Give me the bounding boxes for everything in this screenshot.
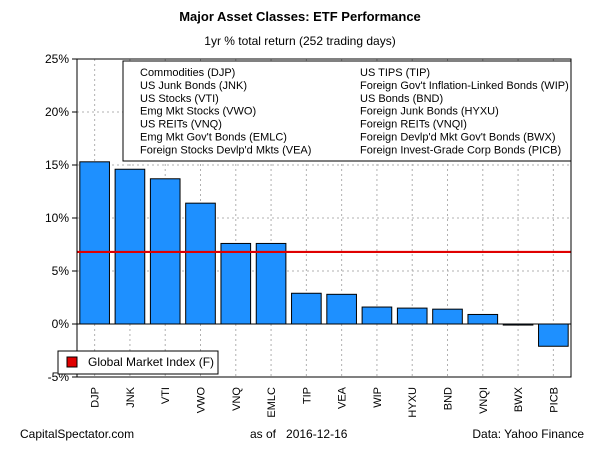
y-tick-label: 20% — [45, 105, 69, 119]
bar — [255, 242, 287, 325]
bar — [291, 292, 322, 325]
legend-entry: US TIPS (TIP) — [360, 67, 430, 79]
x-tick-label: BWX — [513, 386, 525, 412]
bar — [396, 307, 428, 325]
legend-entry: Foreign Devlp'd Mkt Gov't Bonds (BWX) — [360, 132, 556, 144]
legend-entry: US Stocks (VTI) — [140, 93, 219, 105]
legend-entry: Foreign Invest-Grade Corp Bonds (PICB) — [360, 144, 561, 156]
footer-site: CapitalSpectator.com — [20, 427, 135, 441]
x-tick-label: BND — [443, 387, 455, 410]
y-tick-label: 15% — [45, 158, 69, 172]
x-tick-label: EMLC — [266, 387, 278, 418]
x-tick-label: PICB — [548, 387, 560, 413]
x-tick-label: JNK — [125, 386, 137, 407]
y-tick-label: 25% — [45, 52, 69, 66]
x-tick-label: VNQ — [231, 387, 243, 411]
legend-entry: Foreign Gov't Inflation-Linked Bonds (WI… — [360, 80, 569, 92]
axes: -5%0%5%10%15%20%25%DJP JNK VTI VWO VNQ EMLC TI… — [45, 52, 572, 418]
y-tick-label: 10% — [45, 211, 69, 225]
bar — [79, 161, 110, 325]
footer-source: Data: Yahoo Finance — [472, 427, 584, 441]
x-tick-label: DJP — [90, 387, 102, 408]
reference-legend-label: Global Market Index (F) — [88, 355, 214, 369]
legend-entry: US REITs (VNQ) — [140, 119, 222, 131]
y-tick-label: 0% — [52, 317, 70, 331]
legend-box — [122, 60, 572, 162]
bar — [361, 306, 393, 325]
x-tick-label: TIP — [301, 387, 313, 404]
bar — [220, 242, 252, 325]
x-tick-label: VEA — [337, 386, 349, 409]
legend-entry: Emg Mkt Stocks (VWO) — [140, 106, 256, 118]
y-tick-label: 5% — [52, 264, 70, 278]
legend: Commodities (DJP)US Junk Bonds (JNK)US S… — [57, 60, 572, 375]
x-tick-label: VWO — [196, 387, 208, 414]
x-tick-label: VTI — [160, 387, 172, 404]
bar — [326, 293, 357, 325]
footer-date: as of 2016-12-16 — [250, 427, 347, 441]
legend-entry: Emg Mkt Gov't Bonds (EMLC) — [140, 132, 287, 144]
legend-entry: US Bonds (BND) — [360, 93, 443, 105]
reference-legend-box — [57, 350, 219, 375]
x-tick-label: WIP — [372, 387, 384, 408]
plot-frame — [76, 58, 572, 378]
bar — [432, 308, 463, 325]
chart-subtitle: 1yr % total return (252 trading days) — [204, 34, 396, 48]
x-tick-label: VNQI — [478, 387, 490, 414]
reference-legend-swatch — [66, 356, 78, 368]
legend-entry: Foreign Stocks Devlp'd Mkts (VEA) — [140, 144, 311, 156]
chart-title: Major Asset Classes: ETF Performance — [179, 9, 421, 24]
bar — [114, 168, 146, 325]
bars — [77, 161, 571, 347]
legend-entry: US Junk Bonds (JNK) — [140, 80, 247, 92]
footer-date-value: 2016-12-16 — [286, 427, 348, 441]
bar — [538, 323, 569, 347]
footer-as-of-label: as of — [250, 427, 277, 441]
legend-entry: Foreign REITs (VNQI) — [360, 119, 467, 131]
legend-entry: Commodities (DJP) — [140, 67, 235, 79]
legend-entry: Foreign Junk Bonds (HYXU) — [360, 106, 499, 118]
bar — [185, 202, 216, 325]
bar — [467, 313, 499, 325]
x-tick-label: HYXU — [407, 387, 419, 418]
